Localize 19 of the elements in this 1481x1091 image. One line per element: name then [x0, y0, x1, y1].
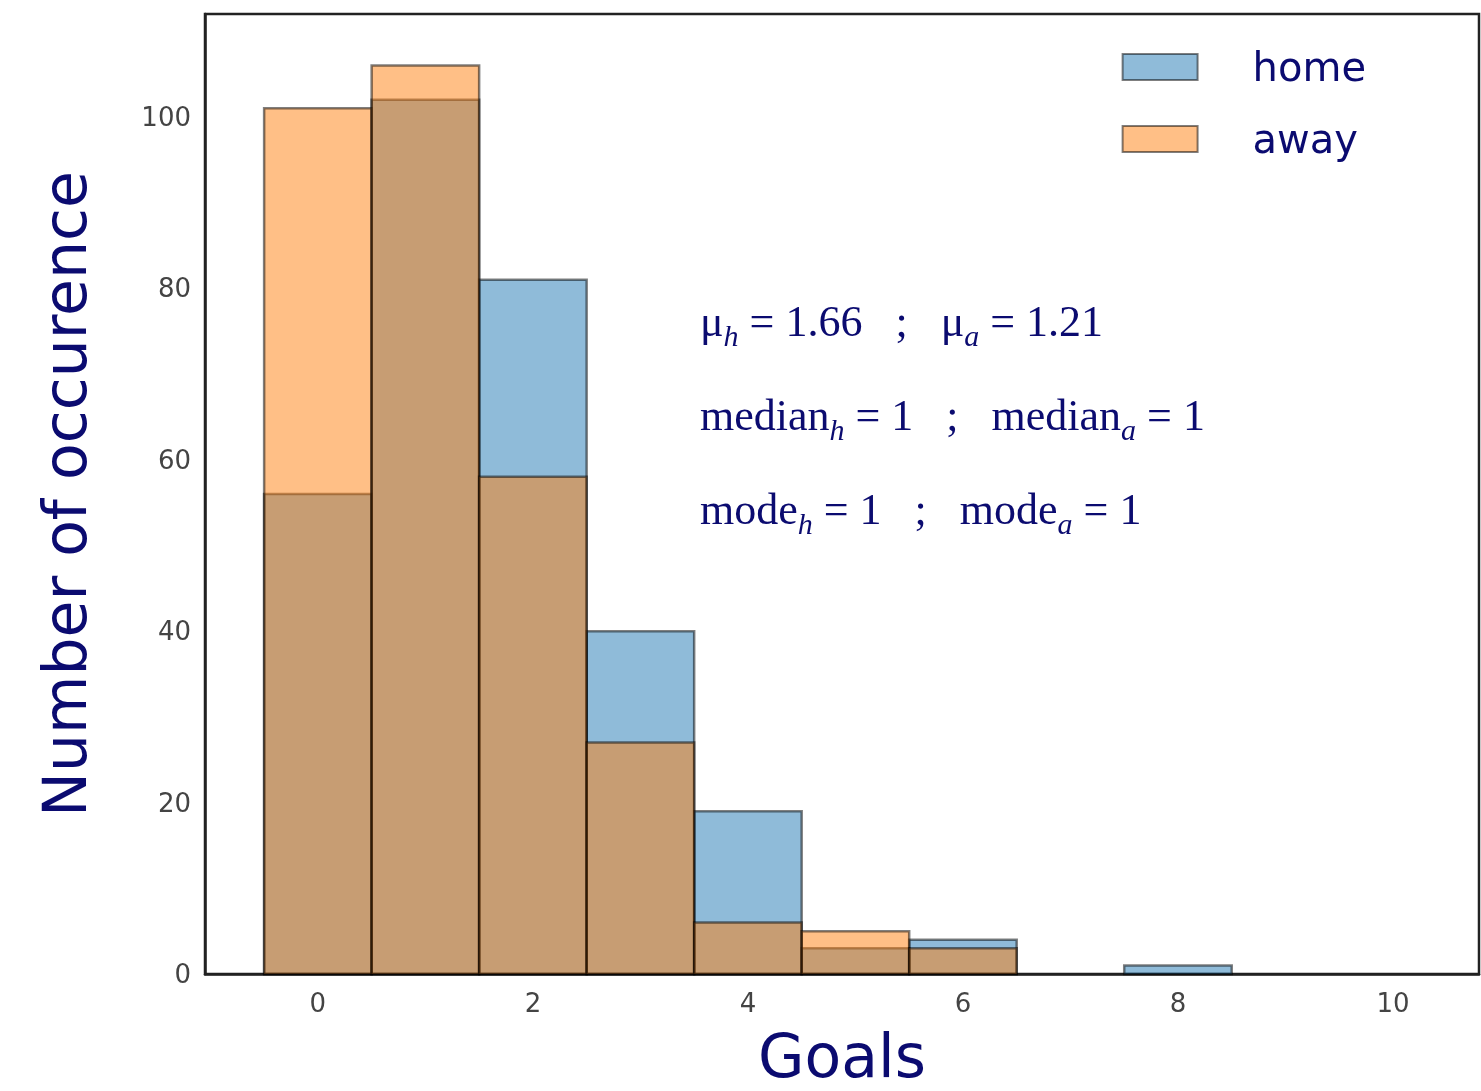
y-axis-title: Number of occurence: [30, 171, 100, 817]
x-tick-label: 2: [524, 988, 542, 1018]
x-tick-label: 6: [954, 988, 972, 1018]
x-tick-label: 10: [1376, 988, 1410, 1018]
x-tick-label: 8: [1169, 988, 1187, 1018]
annotation: μ$_{h}$ = 1.66 ; μ$_{a}$ = 1.21: [700, 297, 1104, 352]
y-tick-label: 20: [157, 787, 191, 818]
y-tick-label: 100: [141, 101, 191, 132]
x-tick-label: 4: [739, 988, 757, 1018]
y-tick-label: 40: [157, 616, 191, 647]
x-axis-title: Goals: [758, 1021, 926, 1091]
y-tick-label: 80: [157, 273, 191, 304]
legend-label: away: [1252, 116, 1359, 162]
annotation: mode$_{h}$ = 1 ; mode$_{a}$ = 1: [700, 484, 1142, 540]
annotation: median$_{h}$ = 1 ; median$_{a}$ = 1: [700, 390, 1205, 446]
x-tick-label: 0: [309, 988, 327, 1018]
y-tick-label: 60: [157, 444, 191, 475]
y-tick-label: 0: [174, 959, 191, 989]
legend-label: home: [1252, 44, 1367, 90]
